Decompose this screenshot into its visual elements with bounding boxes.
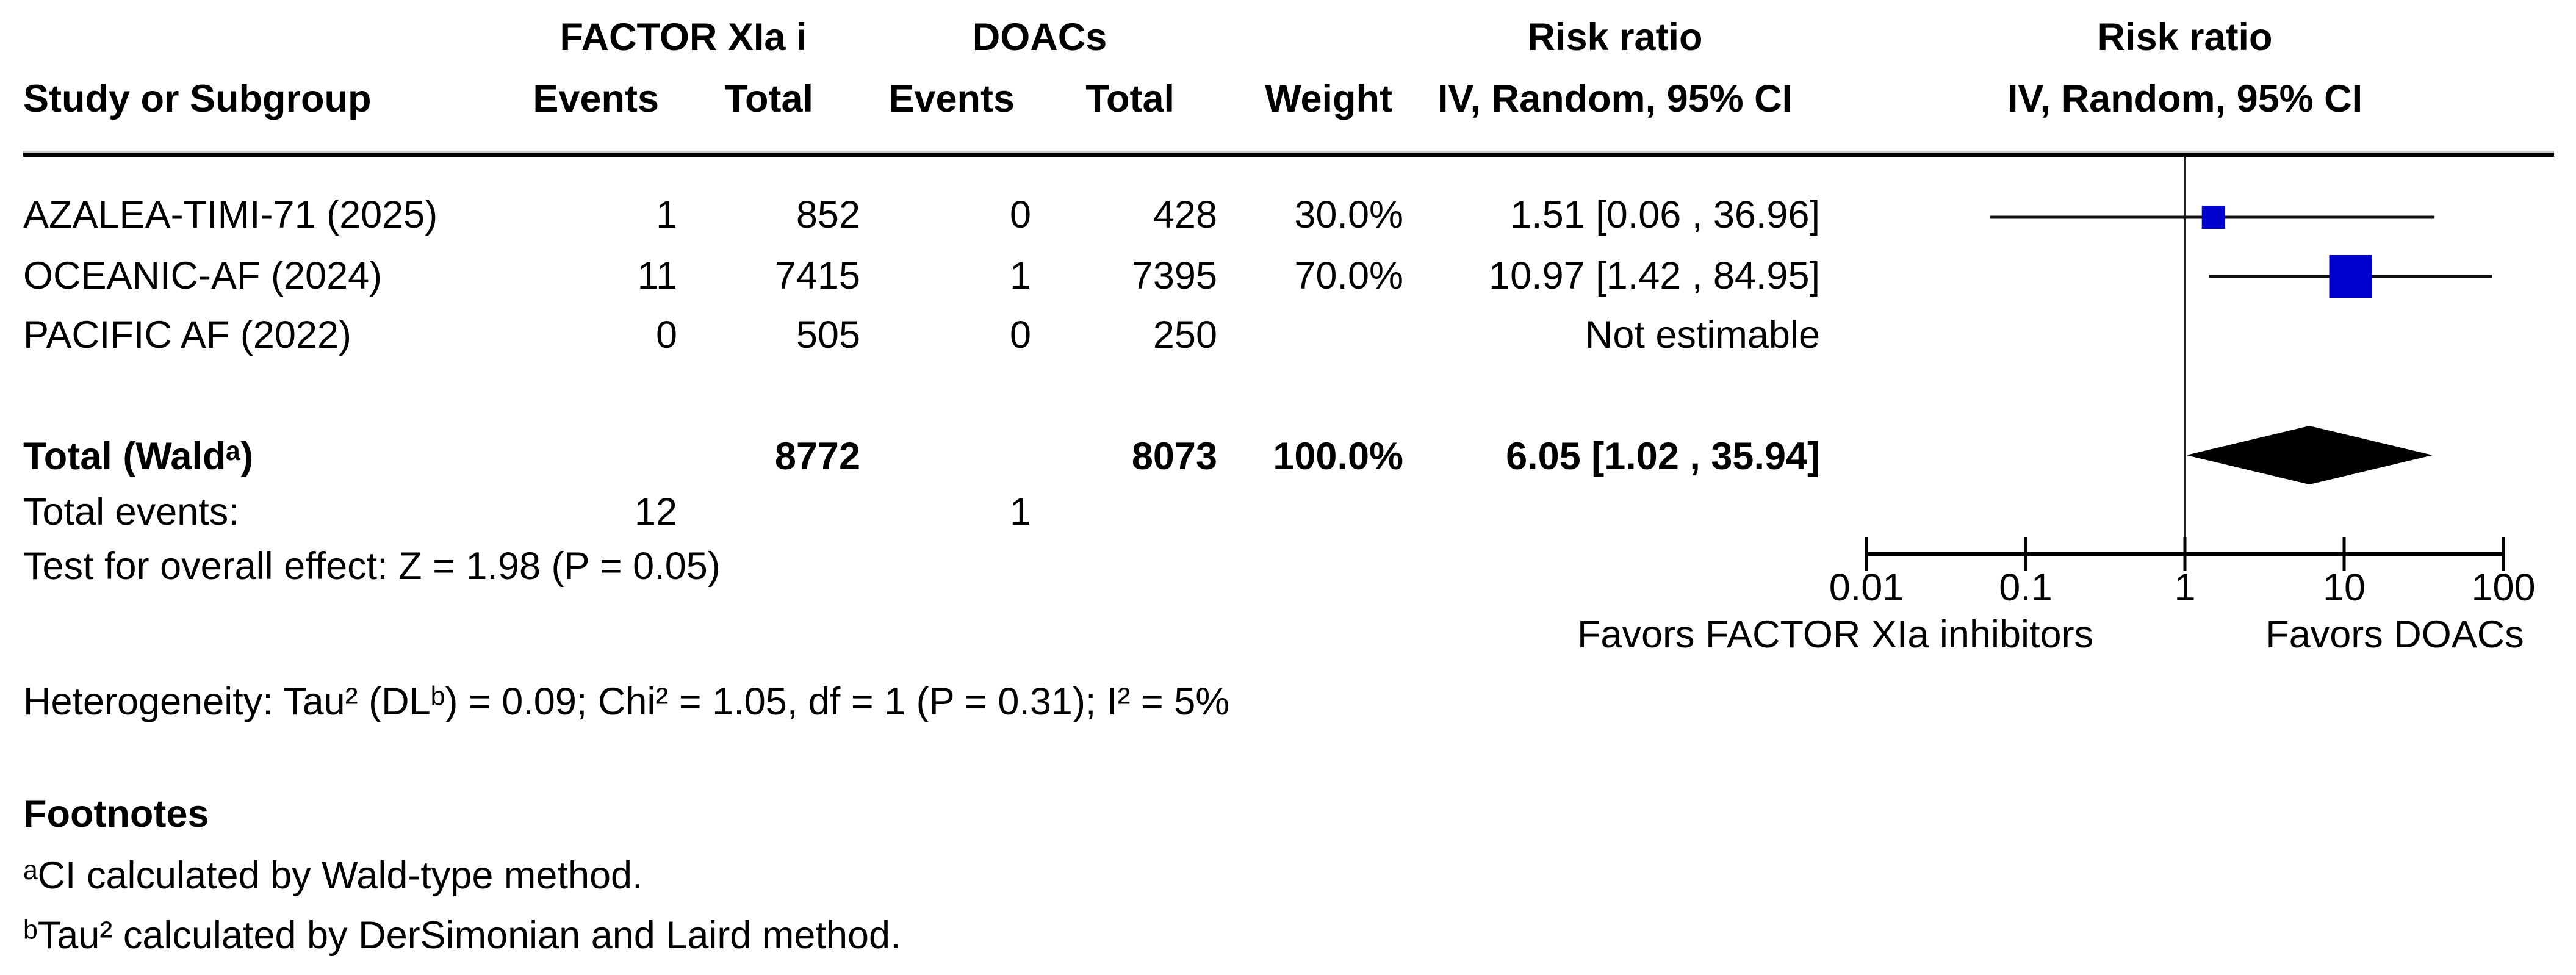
total-events-fxi: 12 xyxy=(634,491,677,533)
total-events-label: Total events: xyxy=(23,491,239,533)
total-fxi: 505 xyxy=(796,314,860,356)
ci-value: 10.97 [1.42 , 84.95] xyxy=(1489,254,1820,297)
study-name: OCEANIC-AF (2024) xyxy=(23,254,383,297)
col-header-ci-plot: IV, Random, 95% CI xyxy=(2007,77,2363,120)
total-doac: 7395 xyxy=(1131,254,1217,297)
study-marker-1 xyxy=(2329,255,2372,298)
study-name: AZALEA-TIMI-71 (2025) xyxy=(23,193,438,236)
overall-effect-line: Test for overall effect: Z = 1.98 (P = 0… xyxy=(23,545,721,588)
group-header-doacs: DOACs xyxy=(972,16,1107,59)
risk-ratio-header-plot: Risk ratio xyxy=(2097,16,2273,59)
col-header-weight: Weight xyxy=(1265,77,1392,120)
study-name: PACIFIC AF (2022) xyxy=(23,314,351,356)
footnote-a: ᵃCI calculated by Wald-type method. xyxy=(23,854,643,897)
tick-label-0.1: 0.1 xyxy=(1999,566,2053,609)
total-weight: 100.0% xyxy=(1273,435,1403,478)
weight-value: 30.0% xyxy=(1294,193,1403,236)
col-header-total-1: Total xyxy=(724,77,813,120)
study-marker-0 xyxy=(2201,206,2225,229)
total-fxi: 852 xyxy=(796,193,860,236)
events-doac: 0 xyxy=(1009,314,1031,356)
col-header-study: Study or Subgroup xyxy=(23,77,372,120)
col-header-events-1: Events xyxy=(533,77,659,120)
total-fxi: 7415 xyxy=(774,254,860,297)
total-events-doac: 1 xyxy=(1009,491,1031,533)
weight-value: 70.0% xyxy=(1294,254,1403,297)
heterogeneity-line: Heterogeneity: Tau² (DLᵇ) = 0.09; Chi² =… xyxy=(23,680,1230,723)
events-fxi: 0 xyxy=(655,314,677,356)
total-doac: 428 xyxy=(1153,193,1217,236)
footnote-b: ᵇTau² calculated by DerSimonian and Lair… xyxy=(23,914,901,957)
total-label: Total (Waldᵃ) xyxy=(23,435,254,478)
events-doac: 1 xyxy=(1009,254,1031,297)
total-fxi-sum: 8772 xyxy=(774,435,860,478)
tick-label-10: 10 xyxy=(2322,566,2366,609)
events-fxi: 11 xyxy=(637,254,677,297)
events-doac: 0 xyxy=(1009,193,1031,236)
tick-label-1: 1 xyxy=(2174,566,2196,609)
favors-left-label: Favors FACTOR XIa inhibitors xyxy=(1577,613,2094,656)
favors-right-label: Favors DOACs xyxy=(2265,613,2524,656)
summary-diamond xyxy=(2186,426,2433,484)
tick-label-100: 100 xyxy=(2471,566,2536,609)
total-ci: 6.05 [1.02 , 35.94] xyxy=(1506,435,1820,478)
header-rule xyxy=(23,153,2554,157)
col-header-events-2: Events xyxy=(888,77,1015,120)
total-doac-sum: 8073 xyxy=(1131,435,1217,478)
footnotes-title: Footnotes xyxy=(23,793,209,835)
col-header-total-2: Total xyxy=(1085,77,1175,120)
col-header-ci-text: IV, Random, 95% CI xyxy=(1437,77,1793,120)
ci-value: 1.51 [0.06 , 36.96] xyxy=(1510,193,1820,236)
ci-value: Not estimable xyxy=(1585,314,1820,356)
events-fxi: 1 xyxy=(655,193,677,236)
group-header-factor-xia: FACTOR XIa i xyxy=(559,16,807,59)
total-doac: 250 xyxy=(1153,314,1217,356)
risk-ratio-header-text: Risk ratio xyxy=(1527,16,1703,59)
tick-label-0.01: 0.01 xyxy=(1829,566,1904,609)
